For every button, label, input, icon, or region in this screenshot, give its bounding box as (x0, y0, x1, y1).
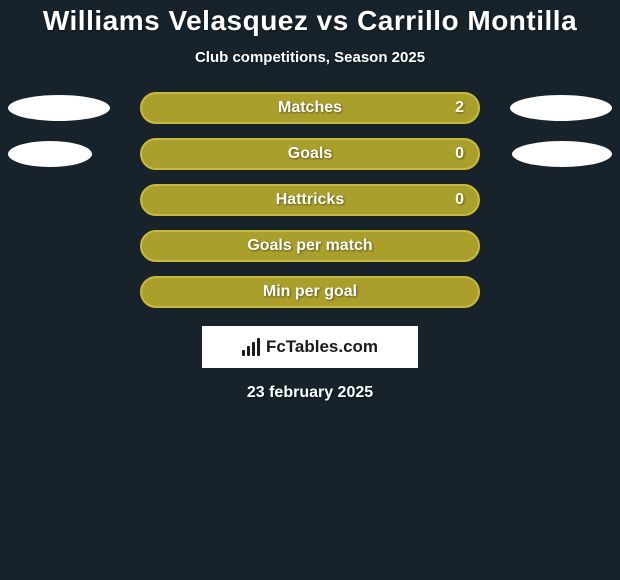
comparison-row: Goals per match (0, 230, 620, 262)
stat-bar: Goals per match (140, 230, 480, 262)
comparison-row: Min per goal (0, 276, 620, 308)
stat-bar: Hattricks 0 (140, 184, 480, 216)
stat-label: Matches (278, 99, 342, 117)
page-root: Williams Velasquez vs Carrillo Montilla … (0, 0, 620, 580)
stat-value: 2 (455, 99, 464, 117)
player1-ellipse (8, 141, 92, 167)
comparison-row: Goals 0 (0, 138, 620, 170)
player1-ellipse (8, 95, 110, 121)
logo-text: FcTables.com (266, 337, 378, 357)
bar-chart-icon (242, 338, 260, 356)
stat-bar: Goals 0 (140, 138, 480, 170)
page-subtitle: Club competitions, Season 2025 (0, 49, 620, 66)
stat-label: Goals (288, 145, 332, 163)
player2-ellipse (512, 141, 612, 167)
stat-label: Hattricks (276, 191, 344, 209)
logo-box: FcTables.com (202, 326, 418, 368)
stat-bar: Matches 2 (140, 92, 480, 124)
page-title: Williams Velasquez vs Carrillo Montilla (0, 6, 620, 35)
player2-ellipse (510, 95, 612, 121)
comparison-row: Matches 2 (0, 92, 620, 124)
comparison-row: Hattricks 0 (0, 184, 620, 216)
date-text: 23 february 2025 (0, 384, 620, 402)
comparison-rows: Matches 2 Goals 0 Hattricks 0 Goals per match M… (0, 92, 620, 308)
stat-value: 0 (455, 191, 464, 209)
stat-value: 0 (455, 145, 464, 163)
stat-label: Min per goal (263, 283, 357, 301)
stat-bar: Min per goal (140, 276, 480, 308)
stat-label: Goals per match (247, 237, 372, 255)
